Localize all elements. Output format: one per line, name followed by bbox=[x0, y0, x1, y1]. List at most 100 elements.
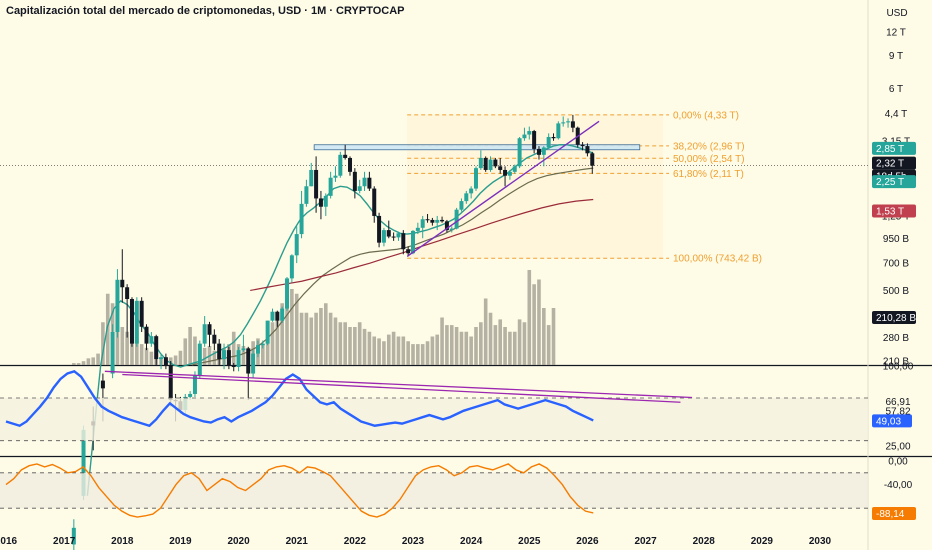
volume-bar bbox=[522, 322, 527, 365]
currency-label: USD bbox=[886, 8, 907, 19]
candle-down bbox=[406, 249, 411, 254]
candle-up bbox=[435, 219, 440, 223]
price-tick-3: 4,4 T bbox=[885, 109, 908, 120]
chart-title: Capitalización total del mercado de crip… bbox=[6, 5, 405, 17]
volume-bar bbox=[362, 328, 367, 365]
volume-bar bbox=[338, 322, 343, 365]
candle-up bbox=[197, 343, 202, 376]
volume-bar bbox=[193, 336, 197, 365]
candle-up bbox=[357, 186, 362, 191]
candle-up bbox=[396, 233, 401, 238]
volume-bar bbox=[290, 289, 294, 365]
candle-up bbox=[81, 429, 86, 496]
candle-up bbox=[561, 122, 566, 124]
volume-bar bbox=[367, 331, 372, 365]
willr-line bbox=[5, 463, 594, 518]
price-tick-2: 6 T bbox=[889, 84, 903, 95]
volume-bar bbox=[406, 341, 410, 365]
fib-label-1: 38,20% (2,96 T) bbox=[673, 141, 745, 152]
willr-value-badge bbox=[872, 507, 916, 521]
candle-up bbox=[541, 147, 546, 155]
price-badge-label-5: 210,28 B bbox=[876, 313, 916, 324]
candle-down bbox=[207, 324, 212, 335]
candle-down bbox=[318, 198, 323, 207]
price-badge-label-3: 2,25 T bbox=[876, 177, 904, 188]
candle-up bbox=[289, 255, 294, 279]
x-2018: 2018 bbox=[111, 536, 134, 547]
candle-up bbox=[449, 228, 454, 231]
volume-bar bbox=[178, 350, 183, 365]
volume-bar bbox=[474, 327, 478, 365]
rsi-value-badge bbox=[872, 414, 912, 428]
candle-up bbox=[566, 121, 571, 123]
volume-bar bbox=[86, 358, 91, 365]
candle-up bbox=[265, 320, 270, 344]
candle-down bbox=[125, 287, 130, 300]
candle-down bbox=[100, 380, 105, 389]
rsi-band bbox=[0, 398, 868, 441]
volume-bar bbox=[333, 317, 338, 365]
candle-up bbox=[381, 230, 386, 243]
price-badge-5 bbox=[872, 311, 916, 324]
candle-up bbox=[512, 166, 517, 172]
willr-tick-1: -40,00 bbox=[884, 480, 913, 491]
volume-bar bbox=[241, 346, 246, 365]
candle-down bbox=[377, 215, 382, 243]
candle-up bbox=[192, 375, 197, 394]
candle-down bbox=[144, 326, 149, 344]
candle-up bbox=[188, 393, 193, 397]
candle-down bbox=[590, 153, 595, 166]
volume-bar bbox=[144, 347, 149, 365]
x-2017: 2017 bbox=[53, 536, 76, 547]
price-tick-8: 500 B bbox=[883, 286, 909, 297]
price-tick-10: 210 B bbox=[883, 357, 909, 368]
candle-down bbox=[275, 311, 280, 321]
volume-bar bbox=[188, 327, 192, 365]
candle-down bbox=[231, 364, 236, 368]
candle-down bbox=[391, 236, 396, 238]
volume-bar bbox=[139, 344, 144, 365]
candle-down bbox=[401, 233, 406, 250]
candle-up bbox=[488, 159, 493, 170]
candle-up bbox=[415, 227, 420, 231]
rsi-tick-3: 49,03 bbox=[876, 416, 901, 427]
price-tick-0: 12 T bbox=[886, 28, 906, 39]
candle-down bbox=[425, 219, 430, 221]
candle-down bbox=[536, 148, 541, 155]
price-badge-label-4: 1,53 T bbox=[876, 206, 904, 217]
price-badge-4 bbox=[872, 204, 916, 218]
candle-down bbox=[580, 144, 585, 147]
volume-bar bbox=[357, 322, 362, 365]
volume-bar bbox=[420, 344, 425, 365]
willr-band bbox=[0, 472, 868, 509]
volume-bar bbox=[391, 331, 396, 365]
volume-bar bbox=[328, 312, 333, 365]
x-2016: 2016 bbox=[0, 536, 18, 547]
candle-up bbox=[159, 357, 164, 360]
candle-down bbox=[440, 219, 445, 222]
rsi-trendline-a bbox=[104, 370, 693, 399]
candle-up bbox=[323, 195, 328, 207]
volume-bar bbox=[372, 336, 377, 365]
candle-down bbox=[212, 334, 217, 344]
candle-down bbox=[168, 364, 173, 401]
price-tick-9: 280 B bbox=[883, 333, 909, 344]
candle-up bbox=[338, 154, 343, 176]
volume-bar bbox=[314, 312, 318, 365]
volume-bar bbox=[517, 319, 522, 365]
volume-bar bbox=[532, 284, 536, 365]
candle-up bbox=[478, 157, 483, 169]
candle-up bbox=[464, 193, 469, 202]
candle-up bbox=[134, 300, 139, 344]
volume-bar bbox=[265, 341, 270, 365]
fib-label-4: 100,00% (743,42 B) bbox=[673, 254, 762, 265]
volume-bar bbox=[488, 312, 493, 365]
x-2023: 2023 bbox=[402, 536, 425, 547]
candle-up bbox=[411, 230, 415, 254]
volume-bar bbox=[231, 331, 236, 365]
volume-bar bbox=[396, 336, 401, 365]
volume-bar bbox=[498, 319, 503, 365]
volume-bar bbox=[425, 341, 430, 365]
x-2027: 2027 bbox=[634, 536, 657, 547]
